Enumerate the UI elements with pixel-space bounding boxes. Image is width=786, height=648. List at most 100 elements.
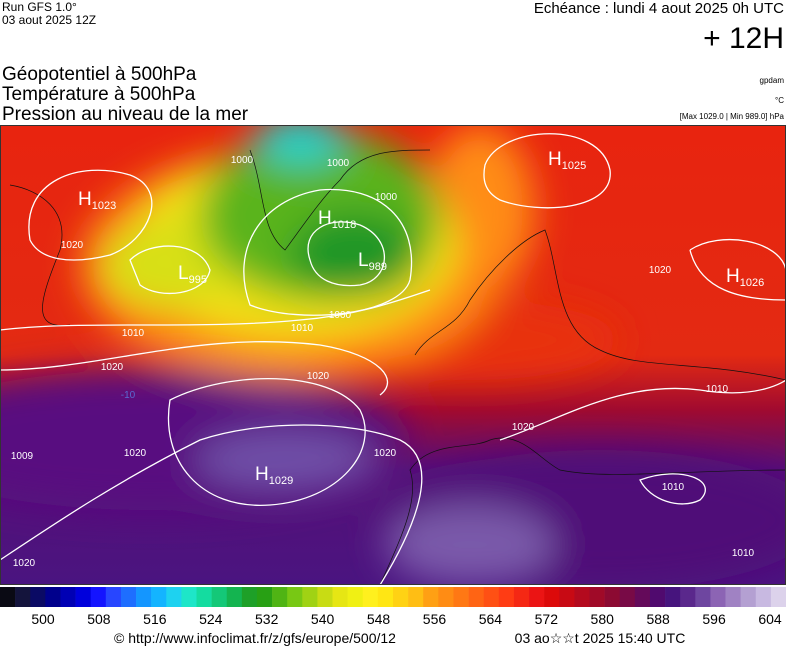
- colorbar-swatch: [740, 587, 757, 607]
- colorbar-swatch: [770, 587, 786, 607]
- field-shading: [0, 125, 786, 585]
- center-letter: H: [78, 189, 92, 210]
- coastline: [249, 149, 431, 251]
- isobar-label: 1020: [649, 265, 672, 276]
- colorbar-swatch: [483, 587, 500, 607]
- isobar-label: 1020: [374, 448, 397, 459]
- colorbar-swatch: [211, 587, 228, 607]
- colorbar-swatch: [317, 587, 333, 607]
- center-value: 1018: [332, 219, 356, 231]
- isobar-label: 1000: [327, 158, 350, 169]
- isobar-label: 1000: [231, 155, 254, 166]
- colorbar-swatch: [755, 587, 772, 607]
- center-letter: H: [548, 149, 562, 170]
- field-title: Géopotentiel à 500hPa: [2, 64, 197, 85]
- colorbar-swatch: [332, 587, 348, 607]
- isobar: [689, 238, 786, 301]
- colorbar-swatch: [423, 587, 439, 607]
- isobar: [499, 379, 786, 441]
- colorbar-swatch: [166, 587, 182, 607]
- colorbar-label: 532: [255, 611, 279, 627]
- colorbar-swatch: [649, 587, 666, 607]
- pressure-center: H1029: [255, 464, 293, 487]
- colorbar-swatch: [559, 587, 575, 607]
- colorbar-label: 540: [311, 611, 335, 627]
- colorbar-swatch: [272, 587, 288, 607]
- pressure-center: H1026: [726, 266, 764, 289]
- unit-label: gpdam: [760, 76, 785, 85]
- isobar-label: 1020: [13, 558, 36, 569]
- coastline: [379, 437, 786, 585]
- colorbar-swatch: [256, 587, 273, 607]
- isobar: [129, 245, 211, 295]
- colorbar-swatch: [468, 587, 484, 607]
- isobar-label: 1010: [732, 548, 755, 559]
- pressure-center: L989: [358, 250, 387, 273]
- colorbar-label: 556: [423, 611, 447, 627]
- colorbar-swatch: [181, 587, 197, 607]
- isobar: [0, 340, 389, 396]
- colorbar-swatch: [362, 587, 379, 607]
- colorbar-swatch: [438, 587, 454, 607]
- colorbar-swatch: [498, 587, 515, 607]
- colorbar-swatch: [60, 587, 76, 607]
- colorbar-swatch: [120, 587, 137, 607]
- pressure-center: H1023: [78, 189, 116, 212]
- isobar-label: 1020: [101, 362, 124, 373]
- colorbar-swatch: [75, 587, 91, 607]
- isobar-label: 1020: [61, 240, 84, 251]
- colorbar-swatch: [287, 587, 303, 607]
- colorbar-swatch: [589, 587, 605, 607]
- colorbar-label: 524: [199, 611, 223, 627]
- colorbar-label: 500: [31, 611, 55, 627]
- isobar: [243, 188, 413, 316]
- colorbar-swatch: [196, 587, 212, 607]
- colorbar-swatch: [45, 587, 61, 607]
- colorbar-swatch: [377, 587, 394, 607]
- isobar: [307, 221, 385, 287]
- colorbar-swatch: [634, 587, 651, 607]
- coastline: [414, 229, 786, 381]
- center-letter: L: [178, 263, 189, 284]
- colorbar-swatch: [604, 587, 621, 607]
- isobar: [483, 133, 611, 209]
- isobar: [639, 473, 706, 505]
- colorbar-swatch: [619, 587, 636, 607]
- center-letter: H: [318, 208, 332, 229]
- colorbar-swatch: [695, 587, 711, 607]
- isobar: [0, 289, 431, 331]
- isobar: [28, 169, 153, 261]
- center-value: 1023: [92, 200, 116, 212]
- colorbar-label: 572: [535, 611, 559, 627]
- isobar-label: 1009: [11, 451, 34, 462]
- unit-label: [Max 1029.0 | Min 989.0] hPa: [680, 112, 785, 121]
- isobar-label: 1010: [706, 384, 729, 395]
- field-title: Pression au niveau de la mer: [2, 104, 249, 125]
- pressure-center: L995: [178, 263, 207, 286]
- colorbar-swatch: [241, 587, 258, 607]
- colorbar-swatch: [574, 587, 590, 607]
- colorbar-swatch: [544, 587, 560, 607]
- colorbar-swatch: [30, 587, 46, 607]
- isobar-label: 1010: [291, 323, 314, 334]
- colorbar-swatch: [15, 587, 31, 607]
- colorbar-swatch: [90, 587, 107, 607]
- lead-time: + 12H: [703, 22, 784, 55]
- colorbar-label: 580: [591, 611, 615, 627]
- field-title: Température à 500hPa: [2, 84, 196, 105]
- isobar: [167, 377, 366, 506]
- pressure-center: H1018: [318, 208, 356, 231]
- colorbar-swatch: [665, 587, 681, 607]
- isobar-label: 1000: [375, 192, 398, 203]
- unit-label: °C: [775, 96, 784, 105]
- colorbar-label: 596: [702, 611, 726, 627]
- colorbar-label: 604: [758, 611, 782, 627]
- colorbar-swatch: [347, 587, 364, 607]
- center-value: 989: [369, 261, 387, 273]
- colorbar-swatch: [151, 587, 167, 607]
- center-value: 995: [189, 274, 207, 286]
- isobar-label: 1010: [122, 328, 145, 339]
